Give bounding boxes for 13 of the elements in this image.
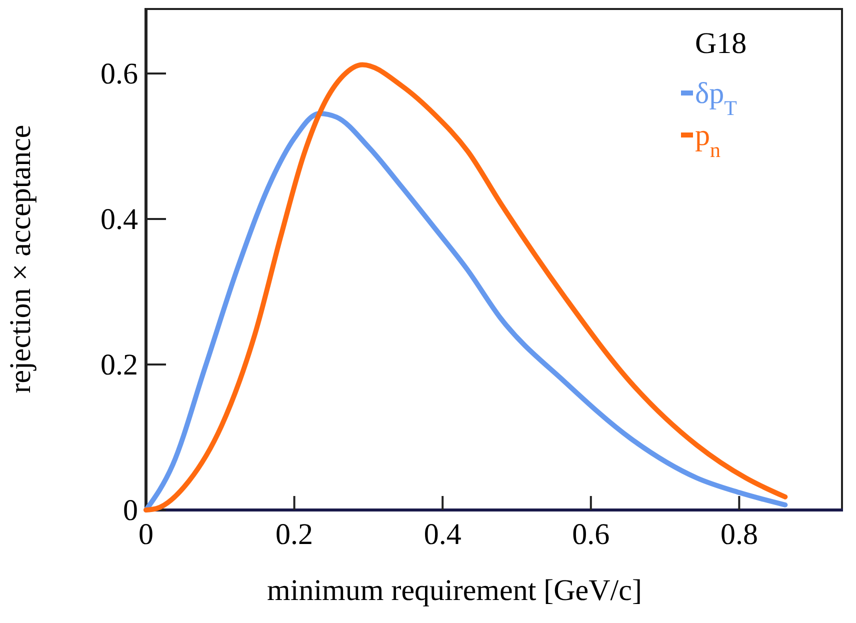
y-axis-title: rejection × acceptance	[4, 124, 37, 394]
y-tick-label: 0.4	[100, 202, 138, 236]
legend-label: δp$_{T}$	[695, 77, 738, 120]
x-tick-label: 0.6	[572, 518, 610, 551]
y-tick-label: 0.6	[100, 57, 138, 90]
legend-title: G18	[695, 27, 747, 60]
x-tick-label: 0.8	[720, 518, 758, 551]
y-tick-label: 0.2	[100, 348, 138, 382]
x-axis-title: minimum requirement [GeV/c]	[267, 574, 642, 607]
x-tick-label: 0.4	[424, 518, 462, 551]
y-tick-label: 0	[123, 494, 138, 527]
x-tick-label: 0.2	[276, 518, 314, 551]
legend-label: p$_{n}$	[695, 119, 721, 162]
